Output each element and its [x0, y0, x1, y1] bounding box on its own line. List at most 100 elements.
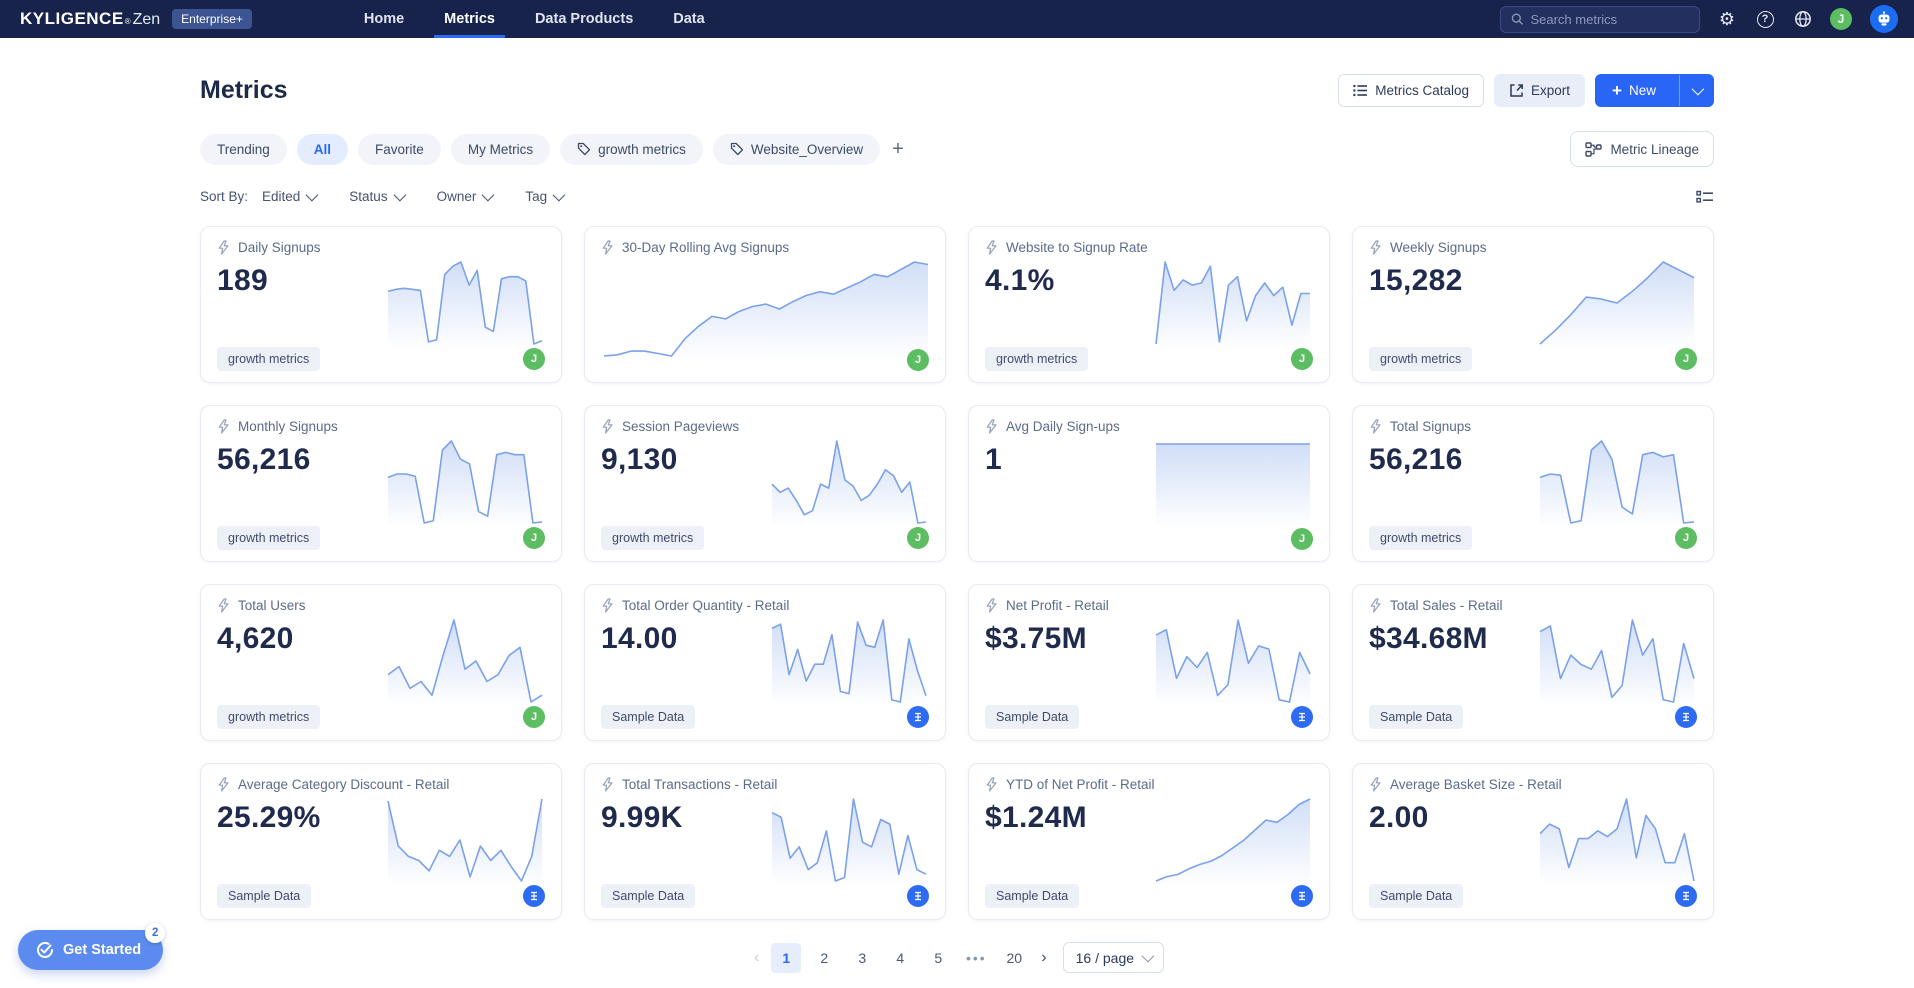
search-input[interactable]	[1530, 11, 1689, 27]
page-number-2[interactable]: 2	[820, 949, 829, 966]
metric-card[interactable]: Average Category Discount - Retail 25.29…	[200, 763, 562, 920]
tab-my-metrics[interactable]: My Metrics	[450, 133, 551, 165]
nav-item-metrics[interactable]: Metrics	[424, 0, 515, 38]
tab-label: Website_Overview	[750, 141, 864, 157]
metric-tag-pill[interactable]: Sample Data	[601, 705, 696, 729]
metric-card[interactable]: Total Sales - Retail $34.68M Sample Data	[1352, 584, 1714, 741]
metric-tag-pill[interactable]: growth metrics	[985, 347, 1089, 371]
owner-avatar: J	[1675, 527, 1697, 549]
page-number-5[interactable]: 5	[934, 949, 943, 966]
user-avatar[interactable]: J	[1830, 8, 1852, 30]
catalog-list-icon	[1353, 84, 1368, 97]
new-button[interactable]: + New	[1595, 74, 1714, 107]
metric-card[interactable]: Daily Signups 189 growth metrics J	[200, 226, 562, 383]
metric-card[interactable]: 30-Day Rolling Avg Signups J	[584, 226, 946, 383]
metric-card[interactable]: Total Order Quantity - Retail 14.00 Samp…	[584, 584, 946, 741]
sort-dropdown-edited[interactable]: Edited	[262, 188, 319, 204]
metric-sparkline	[1539, 619, 1695, 707]
nav-item-home[interactable]: Home	[363, 11, 405, 27]
metric-tag-pill[interactable]: growth metrics	[1369, 526, 1473, 550]
tag-icon	[730, 142, 744, 156]
metric-tag-pill[interactable]: growth metrics	[217, 347, 321, 371]
metric-tag-pill[interactable]: Sample Data	[985, 705, 1080, 729]
metric-card[interactable]: Monthly Signups 56,216 growth metrics J	[200, 405, 562, 562]
metric-bolt-icon	[602, 240, 613, 255]
metric-tag-pill[interactable]: growth metrics	[1369, 347, 1473, 371]
metric-card[interactable]: Avg Daily Sign-ups 1 J	[968, 405, 1330, 562]
metric-title: Net Profit - Retail	[1006, 598, 1109, 613]
metric-card[interactable]: Average Basket Size - Retail 2.00 Sample…	[1352, 763, 1714, 920]
metric-tag-pill[interactable]: Sample Data	[985, 884, 1080, 908]
tab-trending[interactable]: Trending	[200, 133, 287, 165]
page-number-20[interactable]: 20	[1006, 949, 1023, 966]
logo-registered-mark: ®	[124, 17, 131, 26]
metric-bolt-icon	[1370, 419, 1381, 434]
tag-chip-website_overview[interactable]: Website_Overview	[712, 133, 881, 165]
page-number-4[interactable]: 4	[896, 949, 905, 966]
metric-card[interactable]: Website to Signup Rate 4.1% growth metri…	[968, 226, 1330, 383]
metric-card[interactable]: Total Signups 56,216 growth metrics J	[1352, 405, 1714, 562]
sample-data-avatar	[1675, 706, 1697, 728]
new-label: New	[1628, 83, 1656, 98]
tab-all[interactable]: All	[296, 133, 349, 165]
metric-tag-pill[interactable]: Sample Data	[1369, 705, 1464, 729]
add-tag-button[interactable]: +	[892, 137, 904, 160]
metric-title: Website to Signup Rate	[1006, 240, 1148, 255]
metric-tag-pill[interactable]: Sample Data	[1369, 884, 1464, 908]
get-started-button[interactable]: Get Started 2	[18, 923, 166, 970]
tab-favorite[interactable]: Favorite	[358, 133, 441, 165]
tab-label: Favorite	[375, 141, 424, 157]
page-size-select[interactable]: 16 / page	[1062, 942, 1165, 973]
metric-title: Total Order Quantity - Retail	[622, 598, 790, 613]
nav-item-data[interactable]: Data	[673, 11, 705, 27]
globe-icon[interactable]	[1792, 8, 1814, 30]
metric-value: 15,282	[1369, 264, 1463, 297]
page-number-1[interactable]: 1	[771, 942, 802, 973]
tag-chip-growth-metrics[interactable]: growth metrics	[560, 133, 703, 165]
new-dropdown-chevron[interactable]	[1679, 75, 1713, 106]
sort-dropdown-label: Edited	[262, 189, 301, 204]
metric-sparkline	[1155, 798, 1311, 886]
metric-tag-pill[interactable]: growth metrics	[601, 526, 705, 550]
next-page-icon[interactable]: ›	[1041, 948, 1047, 966]
metric-sparkline	[1155, 619, 1311, 707]
gear-icon[interactable]: ⚙	[1718, 9, 1736, 29]
export-button[interactable]: Export	[1494, 74, 1586, 107]
prev-page-icon[interactable]: ‹	[753, 948, 760, 966]
metric-title: Total Transactions - Retail	[622, 777, 778, 792]
list-view-toggle-icon[interactable]	[1696, 190, 1714, 204]
metric-bolt-icon	[218, 777, 229, 792]
page-number-3[interactable]: 3	[858, 949, 867, 966]
metric-value: $3.75M	[985, 622, 1087, 655]
metric-card[interactable]: Total Transactions - Retail 9.99K Sample…	[584, 763, 946, 920]
sort-dropdown-status[interactable]: Status	[349, 188, 406, 204]
metric-tag-pill[interactable]: growth metrics	[217, 526, 321, 550]
metric-card[interactable]: Net Profit - Retail $3.75M Sample Data	[968, 584, 1330, 741]
metric-value: 4,620	[217, 622, 294, 655]
sort-dropdown-tag[interactable]: Tag	[525, 188, 566, 204]
metric-card[interactable]: YTD of Net Profit - Retail $1.24M Sample…	[968, 763, 1330, 920]
metric-sparkline	[387, 619, 543, 707]
search-box[interactable]	[1500, 5, 1700, 33]
metric-tag-pill[interactable]: Sample Data	[217, 884, 312, 908]
metric-sparkline	[771, 440, 927, 528]
metric-card[interactable]: Total Users 4,620 growth metrics J	[200, 584, 562, 741]
nav-item-data-products[interactable]: Data Products	[534, 11, 634, 27]
help-icon[interactable]: ?	[1754, 8, 1776, 30]
metric-value: 9,130	[601, 443, 678, 476]
metric-card[interactable]: Weekly Signups 15,282 growth metrics J	[1352, 226, 1714, 383]
metric-bolt-icon	[218, 598, 229, 613]
metric-tag-pill[interactable]: Sample Data	[601, 884, 696, 908]
ai-assistant-robot-icon[interactable]	[1870, 5, 1898, 33]
owner-avatar: J	[523, 527, 545, 549]
brand-logo: KYLIGENCE ® Zen	[20, 9, 160, 29]
metric-card[interactable]: Session Pageviews 9,130 growth metrics J	[584, 405, 946, 562]
sort-dropdown-owner[interactable]: Owner	[437, 188, 495, 204]
metrics-catalog-button[interactable]: Metrics Catalog	[1338, 74, 1485, 107]
filter-tabs: Trending All Favorite My Metrics growth met…	[200, 133, 881, 165]
metric-lineage-button[interactable]: Metric Lineage	[1570, 131, 1714, 167]
logo-secondary: Zen	[132, 11, 161, 28]
metric-tag-pill[interactable]: growth metrics	[217, 705, 321, 729]
metric-sparkline	[387, 798, 543, 886]
metric-value: 4.1%	[985, 264, 1055, 297]
